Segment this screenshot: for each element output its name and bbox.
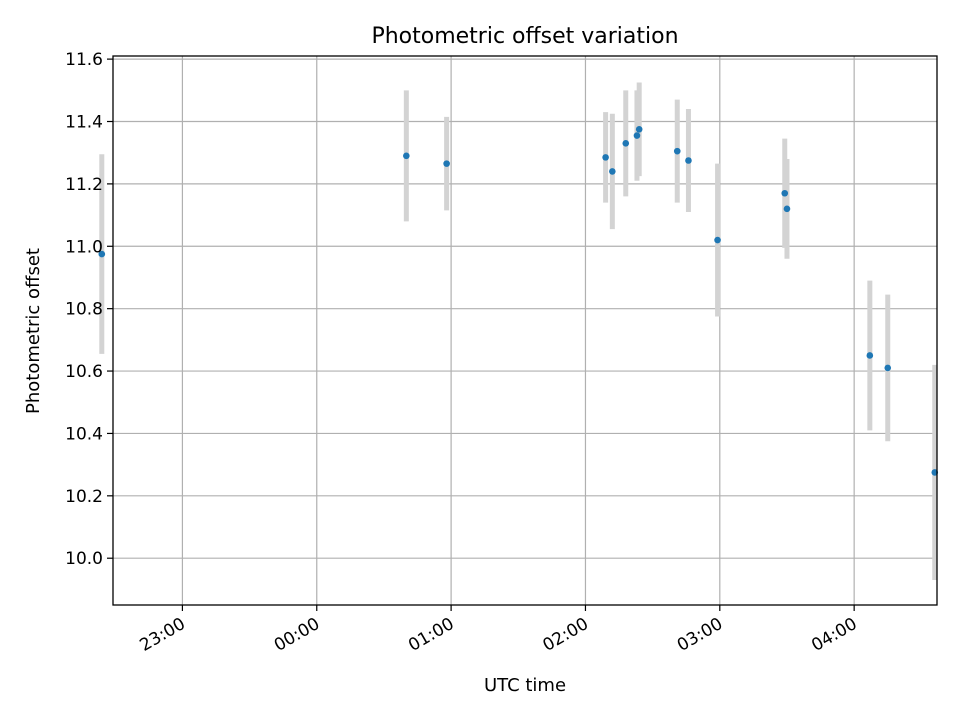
- error-bars: [99, 82, 938, 581]
- data-point: [866, 352, 874, 359]
- data-point: [635, 126, 643, 133]
- data-point: [884, 364, 892, 372]
- data-point: [602, 154, 609, 161]
- grid: [113, 56, 937, 605]
- x-tick-label: 23:00: [136, 614, 188, 656]
- y-axis-ticks: 10.0 10.2 10.4 10.6 10.8 11.0 11.2 11.4 11.6: [65, 50, 113, 569]
- data-point: [443, 160, 450, 167]
- data-point: [633, 132, 641, 139]
- x-axis-label: UTC time: [484, 675, 566, 696]
- data-point: [403, 152, 410, 160]
- y-tick-label: 11.0: [65, 237, 103, 257]
- y-axis-label: Photometric offset: [23, 248, 44, 414]
- x-tick-label: 03:00: [674, 614, 726, 656]
- data-point: [783, 205, 791, 213]
- y-tick-label: 11.6: [65, 50, 103, 70]
- y-tick-label: 10.0: [65, 549, 103, 569]
- data-point: [98, 250, 106, 258]
- x-tick-label: 00:00: [271, 614, 323, 656]
- x-tick-label: 02:00: [540, 614, 592, 656]
- data-point: [673, 147, 681, 155]
- y-tick-label: 10.4: [65, 424, 103, 444]
- x-tick-label: 04:00: [808, 614, 860, 656]
- chart-title: Photometric offset variation: [371, 24, 678, 49]
- x-axis-ticks: 23:00 00:00 01:00 02:00 03:00 04:00: [136, 605, 861, 656]
- data-point: [685, 157, 692, 164]
- x-tick-label: 01:00: [405, 614, 457, 656]
- data-point: [714, 236, 721, 244]
- y-tick-label: 11.2: [65, 175, 103, 195]
- y-tick-label: 10.8: [65, 300, 103, 320]
- data-points: [98, 126, 939, 476]
- plot-frame: [112, 55, 938, 606]
- data-point: [781, 189, 789, 197]
- data-point: [622, 140, 630, 147]
- y-tick-label: 10.6: [65, 362, 103, 382]
- y-tick-label: 11.4: [65, 113, 103, 133]
- y-tick-label: 10.2: [65, 487, 103, 507]
- data-point: [609, 168, 616, 175]
